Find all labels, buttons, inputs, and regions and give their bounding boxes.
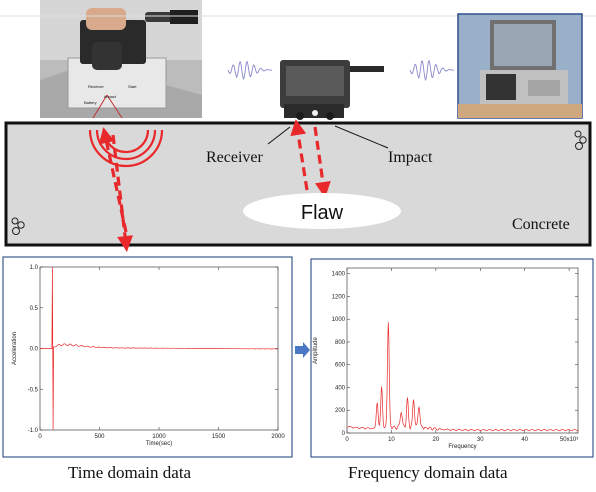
y-tick-label: 1400 <box>332 272 346 278</box>
flaw-label: Flaw <box>301 202 344 224</box>
receiver-leader-line <box>267 126 291 145</box>
y-tick-label: 1200 <box>332 294 346 300</box>
impact-echo-device-photo: Receiver Start Impact Battery <box>40 0 202 119</box>
y-axis-label: Acceleration <box>12 332 18 365</box>
x-tick-label: 0 <box>38 434 42 440</box>
arrow-up-left <box>98 127 128 233</box>
arrow-up-center <box>290 119 309 191</box>
device-fragment-start: Start <box>128 84 137 89</box>
device-fragment-impact: Impact <box>104 94 117 99</box>
frequency-domain-caption: Frequency domain data <box>348 463 508 482</box>
device-fragment-receiver: Receiver <box>88 84 104 89</box>
y-tick-label: 200 <box>335 408 346 414</box>
device-fragment-battery: Battery <box>84 100 97 105</box>
x-axis-label: Frequency <box>448 444 476 450</box>
x-tick-label: 1000 <box>152 434 166 440</box>
time-domain-caption: Time domain data <box>68 463 192 482</box>
y-tick-label: 400 <box>335 385 346 391</box>
flow-arrow-icon <box>295 342 310 358</box>
y-tick-label: 800 <box>335 340 346 346</box>
data-acquisition-unit-photo <box>457 13 583 119</box>
receiver-label: Receiver <box>206 149 264 166</box>
plot-frame <box>346 267 579 434</box>
flaw-ellipse <box>243 193 401 229</box>
time-domain-panel <box>2 256 293 458</box>
acceleration-signal-line <box>40 266 278 431</box>
sensor-unit-icon <box>280 60 384 120</box>
y-tick-label: 600 <box>335 363 346 369</box>
y-tick-label: 0.0 <box>30 347 39 353</box>
y-axis-label: Amplitude <box>313 337 319 364</box>
x-tick-label: 20 <box>433 437 440 443</box>
frequency-domain-chart: 0 10 20 30 40 50x10³ 0 200 400 600 800 1000 1200 1400… <box>313 267 579 450</box>
y-tick-label: 1000 <box>332 317 346 323</box>
wave-left-icon <box>227 60 272 81</box>
x-tick-label: 0 <box>345 437 349 443</box>
time-domain-chart: 0 500 1000 1500 2000 -1.0 -0.5 0.0 0.5 1.0 Time(se… <box>12 265 285 447</box>
y-tick-label: -1.0 <box>28 428 39 434</box>
impact-label: Impact <box>388 149 433 166</box>
wave-right-icon <box>409 59 455 82</box>
x-tick-label: 40 <box>521 437 528 443</box>
concrete-label: Concrete <box>512 216 570 233</box>
x-tick-label: 500 <box>94 434 105 440</box>
reflection-arrows <box>98 119 331 252</box>
y-tick-label: 1.0 <box>30 265 39 271</box>
y-tick-label: -0.5 <box>28 387 39 393</box>
x-tick-label: 50x10³ <box>560 437 578 443</box>
arrow-down-center <box>313 126 331 198</box>
x-axis-label: Time(sec) <box>146 441 172 447</box>
x-tick-label: 10 <box>388 437 395 443</box>
frequency-domain-panel <box>310 258 594 458</box>
aggregate-icon-right <box>574 130 587 150</box>
aggregate-icon-left <box>11 217 25 235</box>
x-tick-label: 1500 <box>212 434 226 440</box>
arrow-down-left <box>111 134 133 252</box>
x-tick-label: 30 <box>477 437 484 443</box>
y-tick-label: 0.5 <box>30 306 39 312</box>
impact-leader-line <box>334 125 389 149</box>
x-tick-label: 2000 <box>271 434 285 440</box>
amplitude-spectrum-line <box>346 322 579 432</box>
y-tick-label: 0 <box>342 431 346 437</box>
